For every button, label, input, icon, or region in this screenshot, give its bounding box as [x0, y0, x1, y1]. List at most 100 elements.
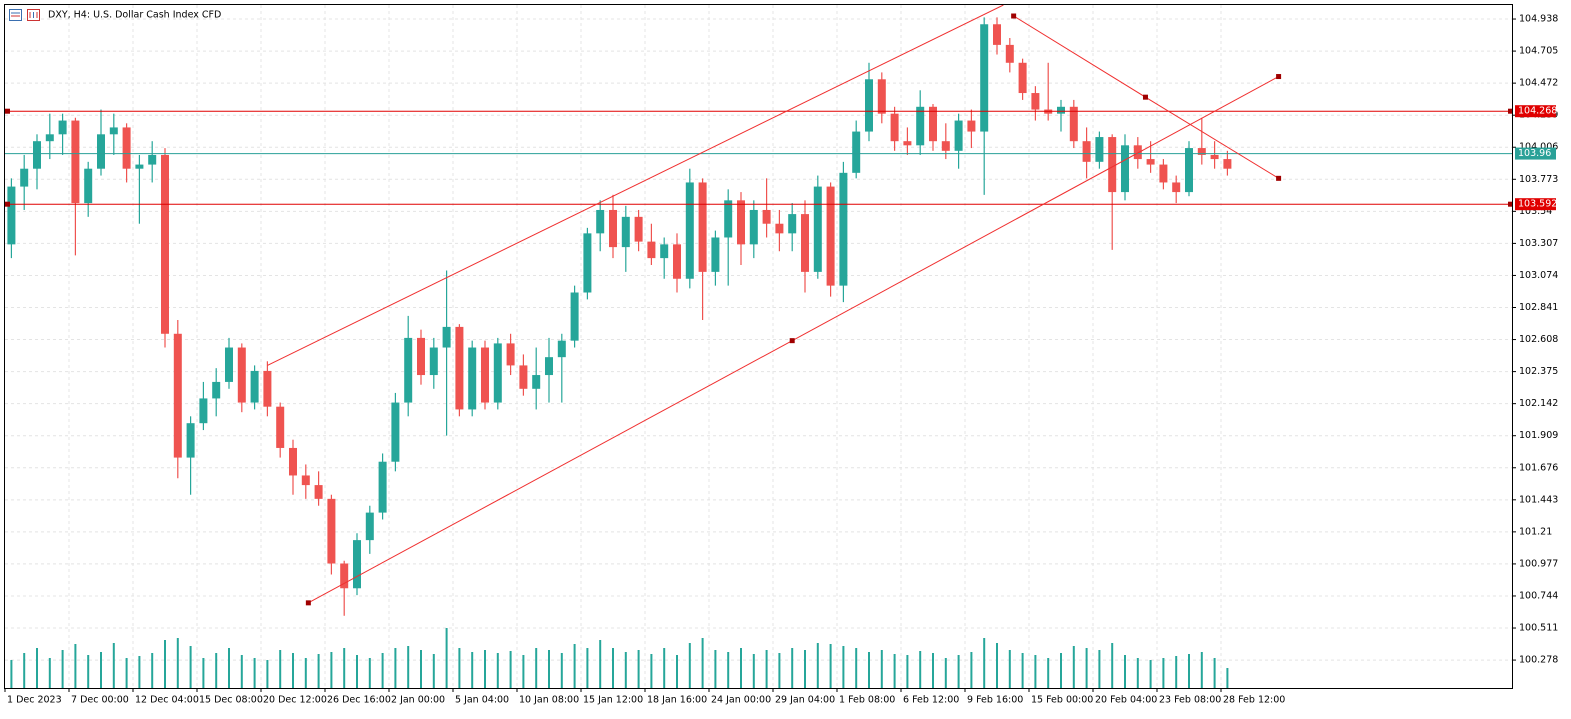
plot-frame	[4, 4, 1513, 689]
volume-bar	[676, 655, 678, 688]
price-label-bg	[1515, 105, 1556, 118]
candle-body	[724, 200, 733, 238]
volume-bar	[893, 654, 896, 688]
volume-bar	[932, 653, 934, 688]
candle-body	[596, 209, 605, 234]
candle-body	[250, 370, 259, 403]
x-tick-label: 9 Feb 16:00	[967, 695, 1023, 706]
volume-bar	[471, 652, 474, 688]
y-tick-label: 101.676	[1519, 462, 1558, 473]
y-tick-label: 102.142	[1519, 398, 1558, 409]
volume-bar	[701, 638, 704, 688]
candle-body	[698, 182, 707, 272]
candle-body	[225, 347, 233, 382]
x-tick-label: 1 Feb 08:00	[839, 695, 895, 706]
candle-body	[1031, 93, 1040, 110]
candle-body	[263, 370, 272, 407]
y-tick-label: 102.375	[1519, 366, 1558, 377]
volume-bar	[176, 638, 179, 688]
candle-body	[391, 402, 400, 462]
candle-body	[468, 347, 477, 410]
volume-bar	[1034, 655, 1037, 688]
candle-body	[1005, 44, 1014, 63]
candle-body	[980, 24, 989, 132]
y-tick-label: 102.608	[1519, 334, 1558, 345]
candle-body	[788, 214, 797, 234]
y-tick-label: 104.938	[1519, 14, 1558, 25]
candle-body	[314, 485, 323, 499]
volume-bar	[445, 628, 448, 688]
volume-bar	[240, 655, 243, 688]
volume-bar	[548, 650, 550, 688]
candle-body	[685, 182, 694, 279]
x-tick-label: 2 Jan 00:00	[391, 695, 445, 706]
volume-bar	[778, 653, 781, 688]
x-tick-label: 28 Feb 12:00	[1223, 695, 1285, 706]
volume-bar	[36, 648, 38, 688]
y-tick-label: 101.443	[1519, 494, 1558, 505]
x-tick-label: 20 Feb 04:00	[1095, 695, 1157, 706]
candle-layer	[7, 17, 1232, 616]
x-tick-label: 10 Jan 08:00	[519, 695, 579, 706]
volume-bar	[996, 643, 998, 688]
trendline-anchor	[1142, 94, 1148, 100]
line-anchor	[5, 201, 10, 207]
candle-body	[237, 347, 246, 403]
volume-layer	[10, 628, 1229, 688]
volume-bar	[1098, 650, 1101, 688]
price-label-bg	[1515, 147, 1556, 160]
candle-body	[109, 127, 118, 135]
price-label: 103.592	[1518, 199, 1557, 210]
volume-bar	[74, 644, 77, 688]
candle-body	[84, 168, 93, 204]
candle-body	[212, 381, 221, 399]
volume-bar	[906, 655, 909, 688]
candle-body	[1172, 182, 1181, 193]
candle-body	[762, 209, 771, 224]
volume-bar	[804, 650, 806, 688]
candle-body	[493, 343, 502, 403]
candle-body	[289, 447, 297, 476]
candle-body	[173, 333, 182, 458]
y-tick-label: 104.705	[1519, 46, 1558, 57]
volume-bar	[202, 658, 205, 688]
x-tick-label: 24 Jan 00:00	[711, 695, 771, 706]
volume-bar	[125, 658, 128, 688]
candle-body	[749, 209, 758, 245]
candle-body	[609, 209, 617, 248]
candle-body	[481, 347, 489, 403]
volume-bar	[1188, 654, 1190, 688]
volume-bar	[1175, 656, 1178, 688]
volume-bar	[1085, 648, 1088, 688]
volume-bar	[919, 651, 922, 688]
x-tick-label: 26 Dec 16:00	[327, 695, 391, 706]
volume-bar	[970, 652, 973, 688]
trendline-anchor	[1276, 74, 1282, 80]
volume-bar	[458, 648, 461, 688]
volume-bar	[714, 650, 717, 688]
candle-body	[839, 172, 848, 286]
candle-body	[1133, 145, 1142, 160]
volume-bar	[1149, 660, 1152, 688]
grid-layer	[5, 5, 1512, 688]
volume-bar	[330, 652, 333, 688]
volume-bar	[560, 653, 563, 688]
y-tick-label: 103.54	[1519, 206, 1552, 217]
volume-bar	[356, 655, 358, 688]
candle-body	[1197, 148, 1206, 155]
candle-body	[442, 326, 451, 348]
volume-bar	[1226, 668, 1229, 688]
volume-bar	[880, 650, 883, 688]
volume-bar	[599, 640, 602, 688]
volume-bar	[317, 654, 320, 688]
candle-body	[45, 134, 54, 142]
volume-bar	[266, 660, 269, 688]
candle-body	[941, 141, 950, 151]
line-layer	[5, 5, 1512, 606]
y-tick-label: 104.006	[1519, 142, 1558, 153]
volume-bar	[983, 638, 986, 688]
y-tick-label: 104.472	[1519, 78, 1558, 89]
trendline-anchor	[789, 338, 795, 344]
candle-body	[967, 120, 976, 132]
